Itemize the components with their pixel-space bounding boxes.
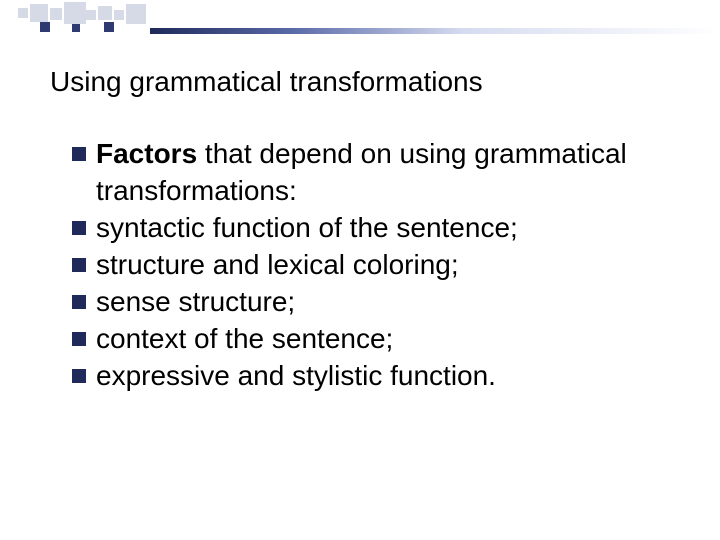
- list-item-text: expressive and stylistic function.: [96, 358, 496, 395]
- list-item-text: syntactic function of the sentence;: [96, 210, 518, 247]
- decor-square: [126, 4, 146, 24]
- list-item-text: context of the sentence;: [96, 321, 393, 358]
- decor-square: [104, 22, 114, 32]
- list-item: context of the sentence;: [72, 321, 660, 358]
- bullet-icon: [72, 369, 86, 383]
- list-item: expressive and stylistic function.: [72, 358, 660, 395]
- bullet-icon: [72, 332, 86, 346]
- list-item-rest: expressive and stylistic function.: [96, 360, 496, 391]
- decor-square: [114, 10, 124, 20]
- slide-title: Using grammatical transformations: [50, 66, 483, 98]
- list-item: Factors that depend on using grammatical…: [72, 136, 660, 210]
- decor-square: [18, 8, 28, 18]
- list-item-rest: structure and lexical coloring;: [96, 249, 459, 280]
- decor-square: [40, 22, 50, 32]
- list-item-text: structure and lexical coloring;: [96, 247, 459, 284]
- bullet-icon: [72, 147, 86, 161]
- list-item-text: sense structure;: [96, 284, 295, 321]
- decor-square: [64, 2, 86, 24]
- list-item-rest: syntactic function of the sentence;: [96, 212, 518, 243]
- slide-body: Factors that depend on using grammatical…: [72, 136, 660, 395]
- list-item: sense structure;: [72, 284, 660, 321]
- list-item: structure and lexical coloring;: [72, 247, 660, 284]
- gradient-bar: [150, 28, 720, 34]
- bullet-icon: [72, 258, 86, 272]
- bullet-icon: [72, 295, 86, 309]
- decor-square: [30, 4, 48, 22]
- decor-square: [86, 10, 96, 20]
- bullet-icon: [72, 221, 86, 235]
- list-item-text: Factors that depend on using grammatical…: [96, 136, 660, 210]
- list-item-bold: Factors: [96, 138, 197, 169]
- list-item-rest: sense structure;: [96, 286, 295, 317]
- list-item: syntactic function of the sentence;: [72, 210, 660, 247]
- decor-square: [72, 24, 80, 32]
- slide: Using grammatical transformations Factor…: [0, 0, 720, 540]
- list-item-rest: context of the sentence;: [96, 323, 393, 354]
- decor-square: [50, 8, 62, 20]
- decor-square: [98, 6, 112, 20]
